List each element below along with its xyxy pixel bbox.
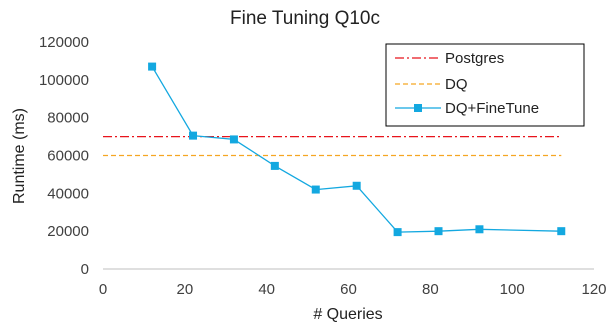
data-point-dq-finetune [475,225,484,234]
y-tick-label: 60000 [47,148,89,165]
x-tick-label: 60 [340,281,357,298]
y-tick-label: 40000 [47,185,89,202]
data-point-dq-finetune [557,227,566,236]
y-axis-title: Runtime (ms) [11,108,28,204]
legend-label-dq-finetune: DQ+FineTune [445,100,539,117]
x-tick-label: 20 [176,281,193,298]
data-point-dq-finetune [311,185,320,194]
x-tick-label: 0 [99,281,107,298]
y-tick-label: 120000 [39,34,89,51]
chart-title: Fine Tuning Q10c [230,8,380,29]
data-point-dq-finetune [393,228,402,237]
data-point-dq-finetune [352,181,361,190]
x-tick-label: 80 [422,281,439,298]
legend-label-postgres: Postgres [445,50,504,67]
data-point-dq-finetune [189,131,198,140]
y-tick-label: 100000 [39,72,89,89]
legend: Postgres DQ DQ+FineTune [385,43,585,127]
data-point-dq-finetune [148,62,157,71]
data-point-dq-finetune [270,161,279,170]
data-point-dq-finetune [229,135,238,144]
legend-label-dq: DQ [445,76,468,93]
y-tick-label: 80000 [47,110,89,127]
data-point-dq-finetune [434,227,443,236]
x-axis-title: # Queries [313,306,382,323]
x-tick-label: 120 [581,281,606,298]
y-axis-ticks: 0 20000 40000 60000 80000 100000 120000 [39,34,89,278]
x-tick-label: 100 [500,281,525,298]
legend-marker-dq-finetune [414,104,422,112]
y-tick-label: 20000 [47,223,89,240]
series-layer [103,62,566,237]
series-line-dq-finetune [151,66,562,233]
x-axis-ticks: 0 20 40 60 80 100 120 [99,281,607,298]
y-tick-label: 0 [81,261,89,278]
x-tick-label: 40 [258,281,275,298]
